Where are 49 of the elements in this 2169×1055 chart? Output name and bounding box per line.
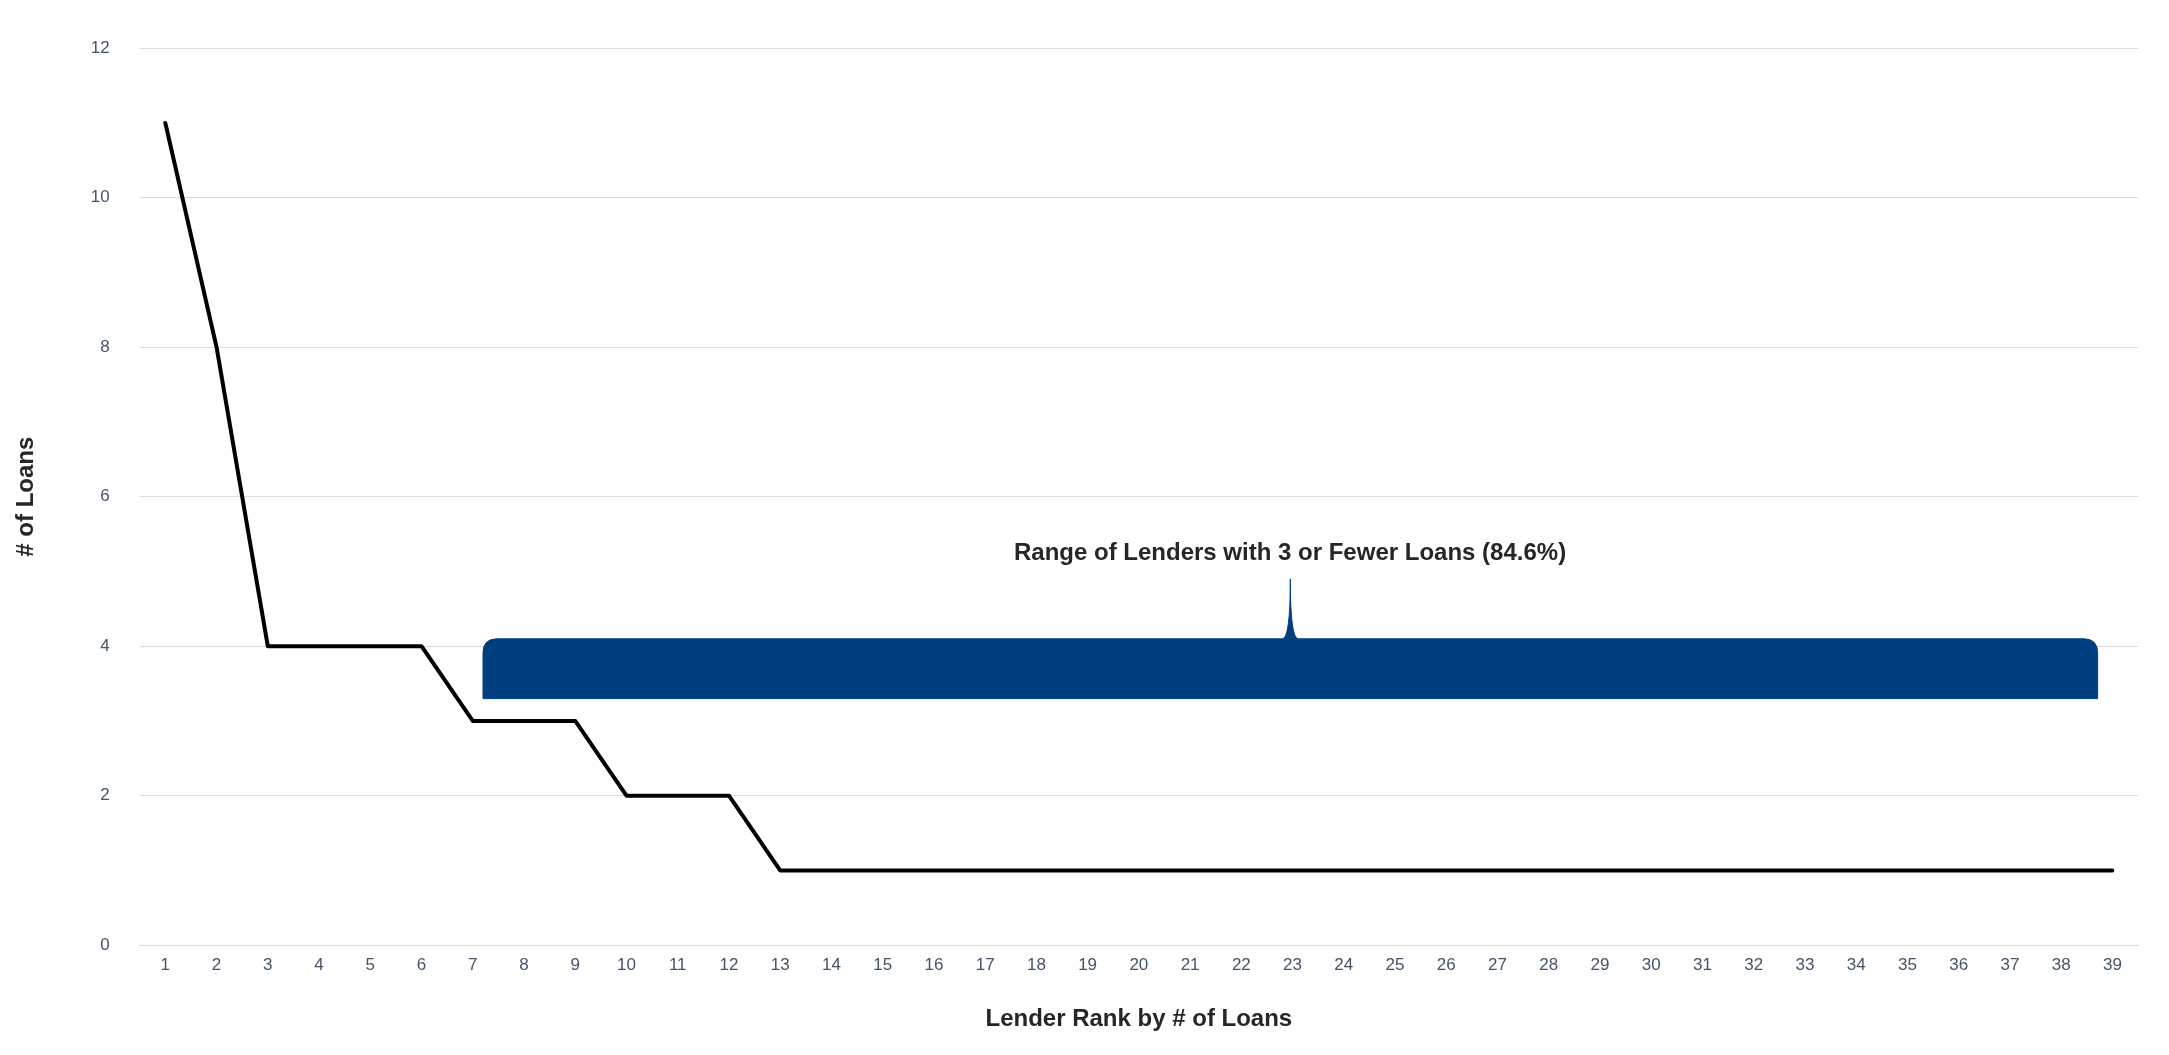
annotation: Range of Lenders with 3 or Fewer Loans (84.6%)	[1014, 537, 1567, 565]
x-tick-label: 36	[1949, 955, 1969, 975]
x-tick-label: 7	[468, 955, 478, 975]
x-tick-label: 21	[1180, 955, 1200, 975]
x-tick-label: 39	[2102, 955, 2122, 975]
x-tick-label: 31	[1693, 955, 1712, 975]
x-tick-label: 33	[1795, 955, 1815, 975]
x-tick-label: 12	[719, 955, 739, 975]
x-tick-label: 27	[1488, 955, 1507, 975]
x-tick-label: 2	[211, 955, 222, 975]
x-tick-label: 18	[1026, 955, 1046, 975]
x-tick-label: 14	[821, 955, 841, 975]
x-tick-label: 4	[314, 955, 324, 975]
x-tick-label: 6	[416, 955, 427, 975]
x-tick-label: 16	[924, 955, 944, 975]
x-tick-label: 15	[873, 955, 893, 975]
x-tick-label: 20	[1129, 955, 1149, 975]
x-tick-label: 34	[1846, 955, 1866, 975]
x-tick-label: 35	[1897, 955, 1917, 975]
x-tick-label: 37	[2000, 955, 2020, 975]
y-tick-label: 4	[100, 635, 110, 655]
y-tick-label: 8	[100, 336, 110, 356]
x-tick-label: 9	[570, 955, 580, 975]
x-tick-label: 11	[668, 955, 687, 975]
x-tick-label: 26	[1436, 955, 1456, 975]
x-tick-label: 30	[1641, 955, 1661, 975]
x-tick-label: 13	[770, 955, 790, 975]
y-axis-title: # of Loans	[11, 436, 39, 557]
x-tick-label: 24	[1334, 955, 1354, 975]
x-tick-label: 5	[365, 955, 376, 975]
x-tick-label: 8	[519, 955, 529, 975]
x-tick-label: 38	[2051, 955, 2071, 975]
x-tick-label: 25	[1385, 955, 1405, 975]
y-tick-label: 12	[90, 37, 110, 57]
x-tick-label: 10	[617, 955, 636, 975]
x-axis-title: Lender Rank by # of Loans	[985, 1004, 1293, 1032]
y-tick-label: 10	[90, 187, 110, 207]
y-tick-label: 0	[100, 934, 110, 954]
y-tick-label: 6	[100, 486, 110, 506]
x-tick-label: 29	[1590, 955, 1610, 975]
x-tick-label: 1	[160, 955, 171, 975]
y-tick-label: 2	[100, 785, 110, 805]
x-tick-label: 19	[1078, 955, 1098, 975]
x-tick-label: 22	[1231, 955, 1251, 975]
x-tick-label: 28	[1539, 955, 1559, 975]
x-tick-label: 17	[975, 955, 995, 975]
x-tick-label: 3	[263, 955, 273, 975]
x-tick-label: 32	[1744, 955, 1764, 975]
x-tick-label: 23	[1283, 955, 1303, 975]
